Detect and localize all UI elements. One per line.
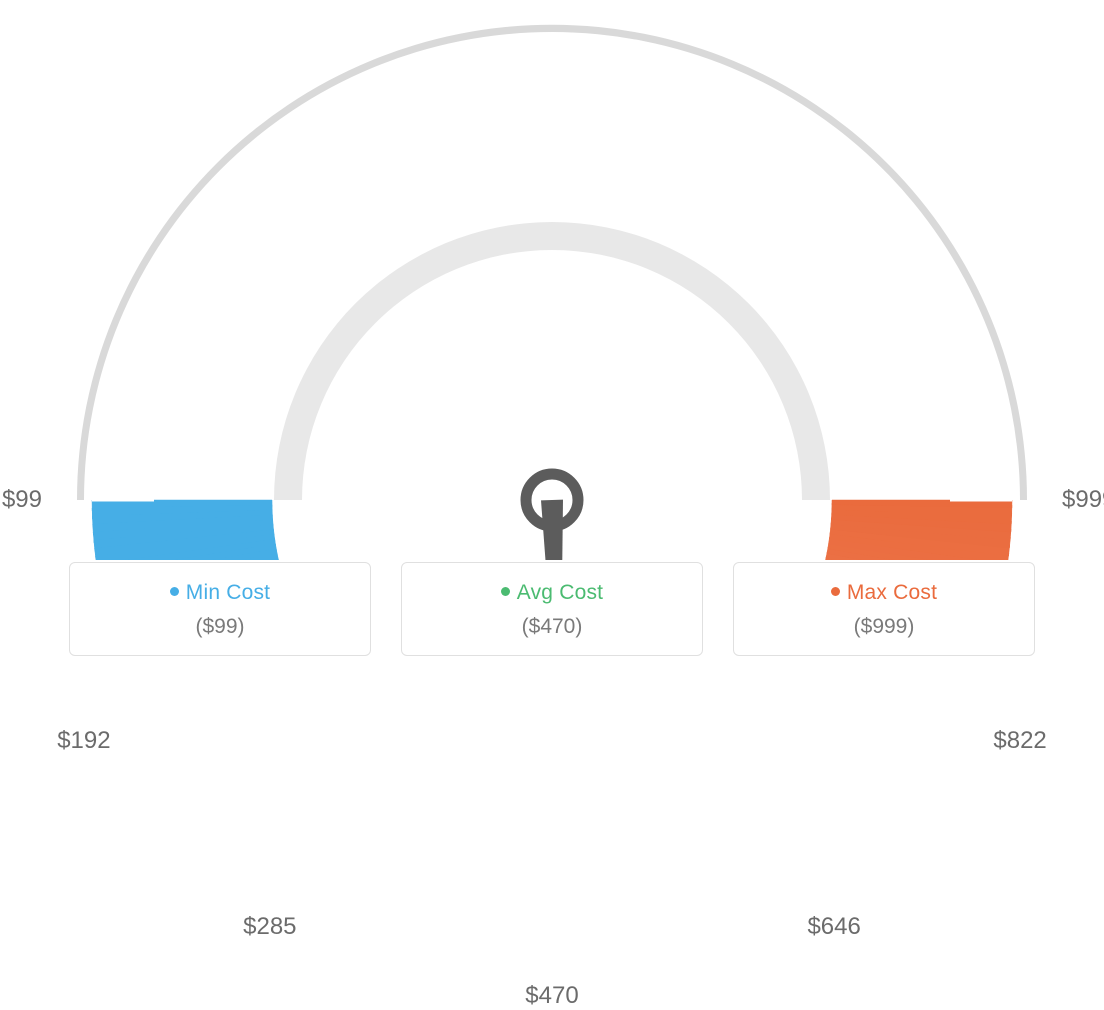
- cost-gauge-chart: $99$192$285$470$646$822$999 Min Cost ($9…: [0, 0, 1104, 690]
- tick-label: $822: [993, 727, 1046, 755]
- legend-max-label: Max Cost: [847, 581, 937, 604]
- legend-min-dot-icon: [170, 587, 179, 596]
- tick-label: $285: [243, 913, 296, 941]
- legend-card-min: Min Cost ($99): [69, 562, 371, 656]
- legend-max-dot-icon: [831, 587, 840, 596]
- legend-avg-title: Avg Cost: [402, 581, 702, 605]
- tick-label: $999: [1062, 486, 1104, 514]
- tick-label: $470: [525, 982, 578, 1010]
- tick-label: $192: [57, 727, 110, 755]
- tick-label: $646: [807, 913, 860, 941]
- legend-card-avg: Avg Cost ($470): [401, 562, 703, 656]
- legend-min-value: ($99): [70, 615, 370, 639]
- legend-max-value: ($999): [734, 615, 1034, 639]
- legend-card-max: Max Cost ($999): [733, 562, 1035, 656]
- legend-avg-label: Avg Cost: [517, 581, 603, 604]
- legend-max-title: Max Cost: [734, 581, 1034, 605]
- legend-min-title: Min Cost: [70, 581, 370, 605]
- legend-row: Min Cost ($99) Avg Cost ($470) Max Cost …: [0, 562, 1104, 656]
- tick-label: $99: [2, 486, 42, 514]
- legend-min-label: Min Cost: [186, 581, 270, 604]
- legend-avg-dot-icon: [501, 587, 510, 596]
- gauge-canvas: [0, 0, 1104, 560]
- legend-avg-value: ($470): [402, 615, 702, 639]
